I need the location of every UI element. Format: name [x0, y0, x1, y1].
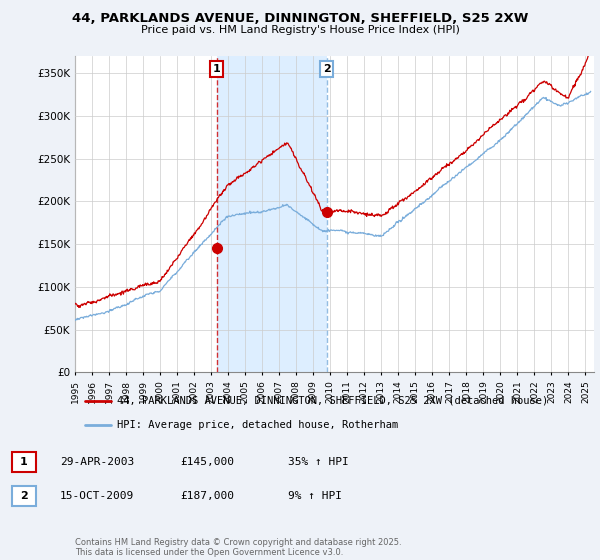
- Text: 35% ↑ HPI: 35% ↑ HPI: [288, 457, 349, 467]
- Text: 1: 1: [20, 457, 28, 467]
- Text: 15-OCT-2009: 15-OCT-2009: [60, 491, 134, 501]
- Text: HPI: Average price, detached house, Rotherham: HPI: Average price, detached house, Roth…: [116, 420, 398, 430]
- Text: 29-APR-2003: 29-APR-2003: [60, 457, 134, 467]
- Text: £145,000: £145,000: [180, 457, 234, 467]
- Text: Price paid vs. HM Land Registry's House Price Index (HPI): Price paid vs. HM Land Registry's House …: [140, 25, 460, 35]
- Text: 2: 2: [323, 64, 331, 74]
- Text: Contains HM Land Registry data © Crown copyright and database right 2025.
This d: Contains HM Land Registry data © Crown c…: [75, 538, 401, 557]
- Text: 1: 1: [213, 64, 221, 74]
- Text: £187,000: £187,000: [180, 491, 234, 501]
- Text: 9% ↑ HPI: 9% ↑ HPI: [288, 491, 342, 501]
- Bar: [217, 56, 326, 372]
- Text: 2: 2: [20, 491, 28, 501]
- Text: 44, PARKLANDS AVENUE, DINNINGTON, SHEFFIELD, S25 2XW (detached house): 44, PARKLANDS AVENUE, DINNINGTON, SHEFFI…: [116, 396, 548, 406]
- Text: 44, PARKLANDS AVENUE, DINNINGTON, SHEFFIELD, S25 2XW: 44, PARKLANDS AVENUE, DINNINGTON, SHEFFI…: [72, 12, 528, 25]
